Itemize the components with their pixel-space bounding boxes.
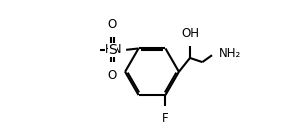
Text: HN: HN	[105, 43, 123, 56]
Text: S: S	[108, 43, 117, 57]
Text: O: O	[108, 18, 117, 30]
Text: OH: OH	[181, 27, 199, 40]
Text: O: O	[108, 69, 117, 82]
Text: NH₂: NH₂	[219, 47, 241, 60]
Text: F: F	[162, 112, 169, 125]
